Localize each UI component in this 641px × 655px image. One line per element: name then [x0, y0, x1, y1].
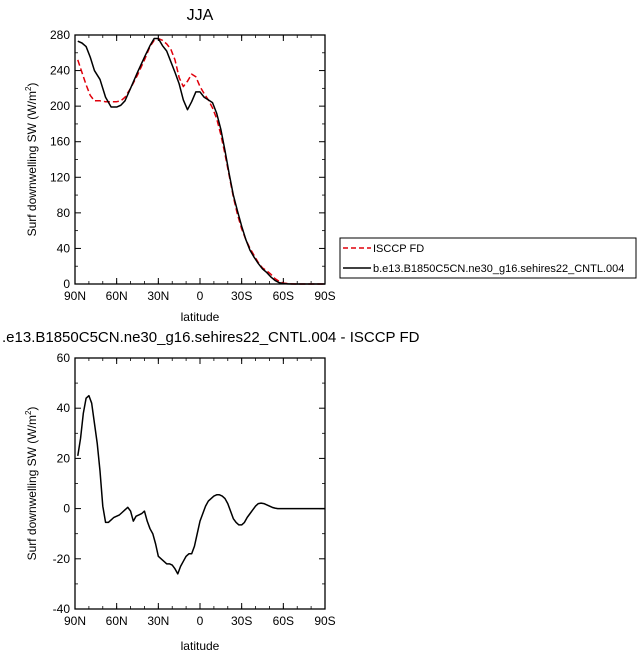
- legend-box: [339, 237, 637, 279]
- top-series-line-1: [77, 37, 325, 285]
- top-x-tick-label: 60S: [273, 289, 294, 303]
- bottom-x-tick-label: 30N: [147, 614, 169, 628]
- bottom-series-lines: [77, 394, 325, 575]
- top-x-axis-label: latitude: [181, 310, 220, 324]
- top-y-axis-label: Surf downwelling SW (W/m2): [24, 83, 39, 237]
- bottom-y-tick-label: 60: [57, 351, 71, 365]
- top-y-tick-label: 80: [57, 206, 71, 220]
- bottom-x-axis-label: latitude: [181, 639, 220, 653]
- top-x-tick-label: 0: [197, 289, 204, 303]
- legend-label-model: b.e13.B1850C5CN.ne30_g16.sehires22_CNTL.…: [373, 263, 624, 275]
- top-y-tick-label: 120: [50, 170, 70, 184]
- bottom-y-axis-label-text: Surf downwelling SW (W/m: [25, 415, 39, 560]
- bottom-y-tick-label: -40: [53, 602, 71, 616]
- bottom-y-tick-label: 0: [63, 502, 70, 516]
- top-x-tick-label: 30S: [231, 289, 252, 303]
- top-y-axis-label-text: Surf downwelling SW (W/m: [25, 91, 39, 236]
- bottom-y-tick-label: 40: [57, 401, 71, 415]
- bottom-y-axis-label-close: ): [25, 407, 39, 411]
- top-chart-title: JJA: [187, 7, 214, 24]
- bottom-y-axis-label-sup: 2: [24, 410, 33, 415]
- top-axis-ticks: 90N 60N 30N 0 30S 60S 90S 0 40 80 120 160 200 240 280: [50, 28, 336, 303]
- bottom-plot-frame: [74, 357, 326, 610]
- top-y-tick-label: 280: [50, 28, 70, 42]
- bottom-x-tick-label: 30S: [231, 614, 252, 628]
- top-series-line-2: [77, 37, 325, 285]
- top-x-tick-label: 90S: [314, 289, 335, 303]
- top-plot-frame: [74, 34, 326, 285]
- bottom-x-tick-label: 60S: [273, 614, 294, 628]
- top-x-tick-label: 60N: [106, 289, 128, 303]
- bottom-y-tick-label: 20: [57, 451, 71, 465]
- top-x-tick-label: 90N: [64, 289, 86, 303]
- bottom-x-tick-label: 90S: [314, 614, 335, 628]
- bottom-y-axis-label: Surf downwelling SW (W/m2): [24, 407, 39, 561]
- top-y-tick-label: 240: [50, 64, 70, 78]
- bottom-panel: .e13.B1850C5CN.ne30_g16.sehires22_CNTL.0…: [2, 329, 420, 653]
- bottom-chart-title: .e13.B1850C5CN.ne30_g16.sehires22_CNTL.0…: [2, 329, 420, 346]
- top-y-tick-label: 200: [50, 99, 70, 113]
- top-x-tick-label: 30N: [147, 289, 169, 303]
- bottom-x-tick-label: 60N: [106, 614, 128, 628]
- top-series-lines: [77, 37, 325, 285]
- bottom-x-tick-label: 0: [197, 614, 204, 628]
- bottom-x-tick-label: 90N: [64, 614, 86, 628]
- top-y-axis-label-sup: 2: [24, 86, 33, 91]
- bottom-y-tick-label: -20: [53, 552, 71, 566]
- top-y-axis-label-close: ): [25, 83, 39, 87]
- legend: ISCCP FD b.e13.B1850C5CN.ne30_g16.sehire…: [339, 237, 637, 279]
- top-y-tick-label: 40: [57, 241, 71, 255]
- top-y-tick-label: 0: [63, 277, 70, 291]
- top-y-tick-label: 160: [50, 135, 70, 149]
- bottom-axis-ticks: 90N 60N 30N 0 30S 60S 90S -40 -20 0 20 40 60: [53, 351, 336, 628]
- top-panel: JJA 90N 60N 30N 0 30S 60S 90S 0 40 80 120 160 200 240…: [24, 7, 637, 324]
- legend-label-isccp: ISCCP FD: [373, 243, 424, 255]
- bottom-series-line-1: [77, 394, 325, 575]
